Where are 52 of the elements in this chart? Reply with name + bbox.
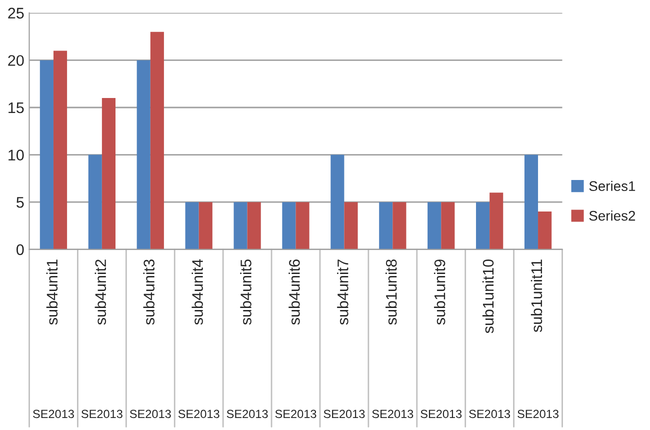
bar — [198, 202, 212, 250]
bar — [296, 202, 310, 250]
x-tick-label: sub4unit2 — [94, 260, 106, 325]
y-tick-label: 20 — [8, 55, 24, 66]
bar — [476, 202, 490, 250]
bar — [234, 202, 248, 250]
y-tick-label: 5 — [16, 197, 24, 208]
text: SE2013 — [372, 410, 414, 418]
y-tick-label: 25 — [8, 8, 24, 19]
bar — [490, 192, 504, 250]
x-tick-label: sub4unit4 — [192, 259, 203, 325]
text: SE2013 — [518, 410, 559, 418]
y-tick-label: 10 — [8, 150, 24, 160]
x-tick-label: sub4unit5 — [240, 259, 252, 325]
x-tick-label: sub1unit8 — [386, 260, 397, 325]
x-tick-label: sub4unit3 — [143, 260, 154, 325]
bar — [428, 202, 442, 250]
bar — [379, 202, 393, 250]
bar — [53, 50, 68, 250]
bar — [150, 32, 164, 250]
bar — [330, 154, 344, 250]
text: SE2013 — [469, 410, 510, 418]
bar — [185, 202, 199, 250]
x-tick-label: sub4unit6 — [288, 260, 300, 325]
text: SE2013 — [420, 410, 462, 418]
text: SE2013 — [33, 410, 74, 418]
text: SE2013 — [130, 410, 171, 418]
bar — [40, 60, 54, 250]
bar — [538, 212, 552, 250]
legend-label: Series2 — [589, 210, 636, 221]
bar — [282, 202, 296, 250]
x-tick-label: sub1unit9 — [434, 260, 446, 325]
bar — [247, 202, 261, 250]
x-tick-label: sub4unit1 — [46, 260, 58, 325]
text: SE2013 — [226, 410, 268, 418]
bar — [102, 98, 116, 250]
text: SE2013 — [178, 410, 220, 418]
bar — [524, 154, 538, 250]
text: SE2013 — [324, 410, 365, 418]
bar — [392, 202, 406, 250]
x-tick-label: sub1unit11 — [530, 260, 542, 332]
y-tick-label: 0 — [16, 244, 24, 256]
bar — [344, 202, 358, 250]
x-tick-label: sub1unit10 — [482, 259, 494, 334]
bar — [136, 60, 150, 250]
y-tick-label: 15 — [8, 102, 24, 114]
x-tick-label: sub4unit7 — [337, 260, 348, 325]
text: SE2013 — [275, 410, 316, 418]
legend-label: Series1 — [589, 180, 636, 192]
bar — [441, 202, 455, 250]
bar — [88, 154, 102, 250]
text: SE2013 — [81, 410, 122, 418]
